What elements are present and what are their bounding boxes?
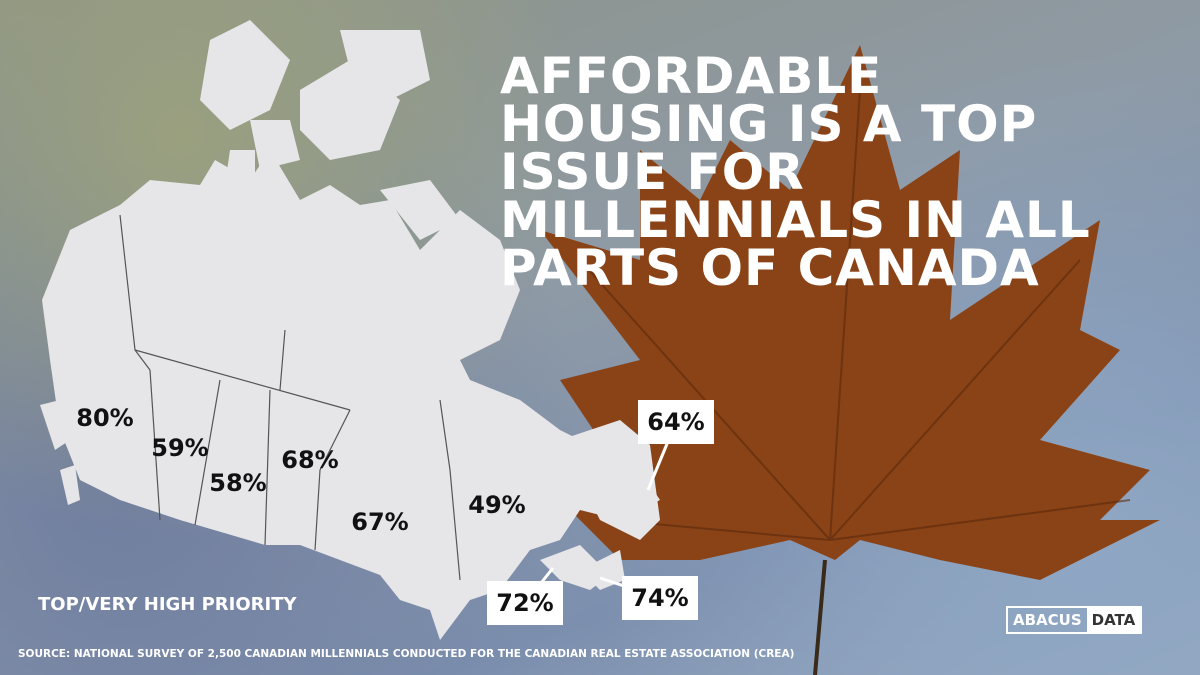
region-label: 58%	[209, 469, 266, 497]
label-box	[487, 581, 563, 625]
region-labels: 80% 59%58% 68% 67% 49% 64% 72% 74%	[76, 400, 714, 625]
region-label: 67%	[351, 508, 408, 536]
region-label: 68%	[281, 446, 338, 474]
legend-caption: TOP/VERY HIGH PRIORITY	[38, 594, 297, 615]
region-label: 72%	[496, 589, 553, 617]
canada-map	[40, 20, 660, 640]
region-label: 64%	[647, 408, 704, 436]
label-box	[638, 400, 714, 444]
logo-right: DATA	[1086, 608, 1141, 632]
region-label: 74%	[631, 584, 688, 612]
headline: AFFORDABLE HOUSING IS A TOP ISSUE FOR MI…	[500, 47, 1091, 297]
region-label: 80%	[76, 404, 133, 432]
label-box	[622, 576, 698, 620]
logo-left: ABACUS	[1013, 611, 1082, 629]
region-label: 59%	[151, 434, 208, 462]
region-label: 49%	[468, 491, 525, 519]
source-note: SOURCE: NATIONAL SURVEY OF 2,500 CANADIA…	[18, 648, 795, 660]
logo: ABACUS DATA	[1006, 606, 1143, 634]
